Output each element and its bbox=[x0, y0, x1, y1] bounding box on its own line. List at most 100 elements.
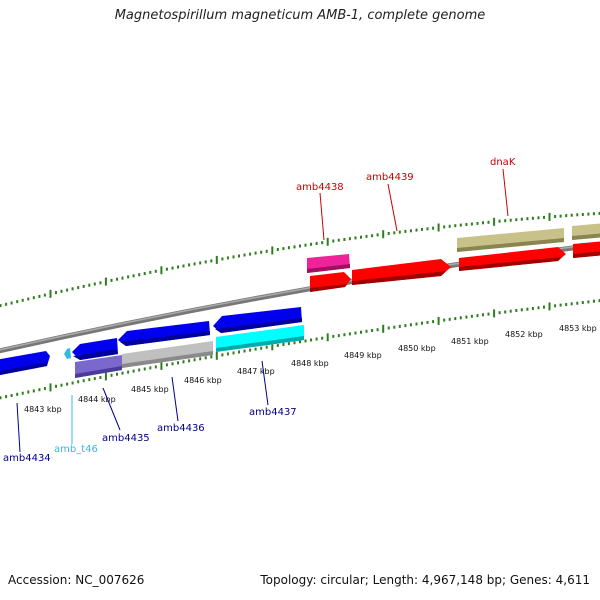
upper-scale-minor-tick bbox=[554, 215, 557, 218]
gene-feature-amb4439[interactable] bbox=[352, 259, 451, 285]
upper-scale-minor-tick bbox=[559, 214, 562, 218]
upper-scale-minor-tick bbox=[304, 243, 307, 247]
upper-scale-minor-tick bbox=[565, 214, 568, 218]
lower-scale-minor-tick bbox=[348, 332, 351, 336]
lower-scale-minor-tick bbox=[426, 320, 429, 324]
gene-feature-next-cds[interactable] bbox=[572, 223, 600, 240]
lower-scale-major-tick bbox=[104, 372, 107, 381]
lower-scale-minor-tick bbox=[415, 322, 418, 326]
upper-scale-minor-tick bbox=[415, 228, 418, 232]
upper-scale-major-tick bbox=[326, 237, 329, 246]
lower-scale-minor-tick bbox=[16, 392, 19, 396]
lower-scale-minor-tick bbox=[226, 352, 229, 356]
upper-scale-minor-tick bbox=[520, 217, 523, 221]
gene-feature-dnaK[interactable] bbox=[459, 247, 566, 271]
gene-feature-amb4436[interactable] bbox=[118, 321, 210, 346]
lower-scale-minor-tick bbox=[88, 378, 91, 382]
upper-scale-major-tick bbox=[493, 217, 496, 226]
lower-scale-minor-tick bbox=[432, 320, 435, 324]
upper-scale-minor-tick bbox=[531, 216, 534, 220]
upper-scale-minor-tick bbox=[393, 231, 396, 235]
gene-label-amb4438[interactable]: amb4438 bbox=[296, 182, 344, 193]
upper-scale-minor-tick bbox=[226, 256, 229, 260]
lower-scale-minor-tick bbox=[243, 349, 246, 353]
upper-scale-minor-tick bbox=[121, 276, 124, 280]
upper-scale-minor-tick bbox=[32, 296, 35, 300]
upper-scale-minor-tick bbox=[321, 241, 324, 245]
gene-feature-amb4435[interactable] bbox=[72, 338, 118, 360]
lower-scale-minor-tick bbox=[498, 311, 501, 315]
lower-scale-minor-tick bbox=[409, 323, 412, 327]
gene-label-amb4434[interactable]: amb4434 bbox=[3, 453, 51, 464]
lower-scale-minor-tick bbox=[82, 379, 85, 383]
upper-scale-minor-tick bbox=[315, 242, 318, 245]
upper-scale-minor-tick bbox=[570, 213, 573, 217]
lower-scale-minor-tick bbox=[321, 336, 324, 340]
upper-scale-minor-tick bbox=[260, 250, 263, 254]
lower-scale-minor-tick bbox=[393, 325, 396, 329]
gene-feature-amb-t46[interactable] bbox=[64, 348, 71, 359]
scale-label-4853: 4853 kbp bbox=[559, 324, 597, 333]
upper-scale-minor-tick bbox=[332, 239, 335, 243]
upper-scale-minor-tick bbox=[5, 302, 8, 306]
gene-label-dnaK[interactable]: dnaK bbox=[490, 157, 516, 168]
gene-feature-amb4437[interactable] bbox=[213, 307, 302, 333]
gene-feature-amb4438[interactable] bbox=[310, 272, 351, 292]
upper-scale-minor-tick bbox=[454, 224, 457, 228]
gene-label-amb-t46[interactable]: amb_t46 bbox=[54, 444, 98, 455]
lower-scale-minor-tick bbox=[343, 333, 346, 337]
gene-label-amb4436[interactable]: amb4436 bbox=[157, 423, 205, 434]
lower-scale-minor-tick bbox=[310, 338, 313, 342]
gene-feature-amb4435-cds[interactable] bbox=[75, 355, 122, 378]
upper-scale-minor-tick bbox=[443, 225, 446, 229]
lower-scale-major-tick bbox=[493, 309, 496, 318]
upper-scale-minor-tick bbox=[287, 246, 290, 250]
upper-scale-minor-tick bbox=[537, 216, 540, 220]
scale-labels: 4843 kbp 4844 kbp 4845 kbp 4846 kbp 4847… bbox=[24, 324, 597, 414]
upper-scale-minor-tick bbox=[99, 281, 102, 285]
upper-scale-minor-tick bbox=[249, 252, 252, 256]
lower-scale-minor-tick bbox=[38, 388, 41, 392]
gene-label-amb4439[interactable]: amb4439 bbox=[366, 172, 414, 183]
lower-scale-minor-tick bbox=[238, 350, 240, 354]
gene-feature-amb4436-cds[interactable] bbox=[122, 341, 213, 368]
upper-scale-minor-tick bbox=[71, 287, 74, 291]
gene-feature-next[interactable] bbox=[573, 241, 600, 258]
lower-scale-minor-tick bbox=[232, 351, 235, 355]
upper-scale-minor-tick bbox=[77, 286, 80, 290]
upper-scale-minor-tick bbox=[432, 226, 435, 230]
lower-scale-minor-tick bbox=[60, 383, 63, 387]
upper-scale-minor-tick bbox=[182, 264, 185, 268]
upper-scale-minor-tick bbox=[598, 211, 600, 215]
upper-scale-minor-tick bbox=[82, 284, 85, 288]
upper-scale-minor-tick bbox=[409, 229, 412, 233]
gene-feature-amb4437-cds[interactable] bbox=[216, 325, 304, 352]
gene-label-amb4435[interactable]: amb4435 bbox=[102, 433, 150, 444]
gene-label-amb4437[interactable]: amb4437 bbox=[249, 407, 297, 418]
lower-scale-minor-tick bbox=[177, 361, 179, 365]
scale-label-4852: 4852 kbp bbox=[505, 330, 543, 339]
lower-scale-minor-tick bbox=[138, 368, 141, 372]
upper-scale-minor-tick bbox=[387, 232, 390, 235]
upper-scale-minor-tick bbox=[43, 293, 46, 297]
upper-scale-minor-tick bbox=[509, 218, 512, 222]
lower-scale-minor-tick bbox=[27, 390, 30, 394]
gene-label-leaders bbox=[16, 168, 509, 453]
upper-scale-minor-tick bbox=[177, 265, 179, 269]
upper-scale-minor-tick bbox=[127, 275, 130, 279]
gene-feature-amb4438-cds[interactable] bbox=[307, 254, 350, 273]
lower-scale-minor-tick bbox=[315, 337, 318, 341]
lower-scale-minor-tick bbox=[454, 317, 457, 321]
gene-feature-amb4434[interactable] bbox=[0, 351, 50, 376]
lower-scale-minor-tick bbox=[465, 315, 468, 319]
scale-label-4851: 4851 kbp bbox=[451, 337, 489, 346]
upper-scale-minor-tick bbox=[343, 238, 346, 241]
upper-scale-minor-tick bbox=[27, 297, 30, 301]
gene-feature-dnaK-cds[interactable] bbox=[457, 228, 564, 252]
upper-scale-minor-tick bbox=[448, 224, 451, 228]
lower-scale-minor-tick bbox=[0, 396, 2, 400]
lower-scale-major-tick bbox=[271, 342, 274, 351]
upper-scale-minor-tick bbox=[149, 270, 152, 274]
upper-tick-scale bbox=[0, 211, 600, 308]
